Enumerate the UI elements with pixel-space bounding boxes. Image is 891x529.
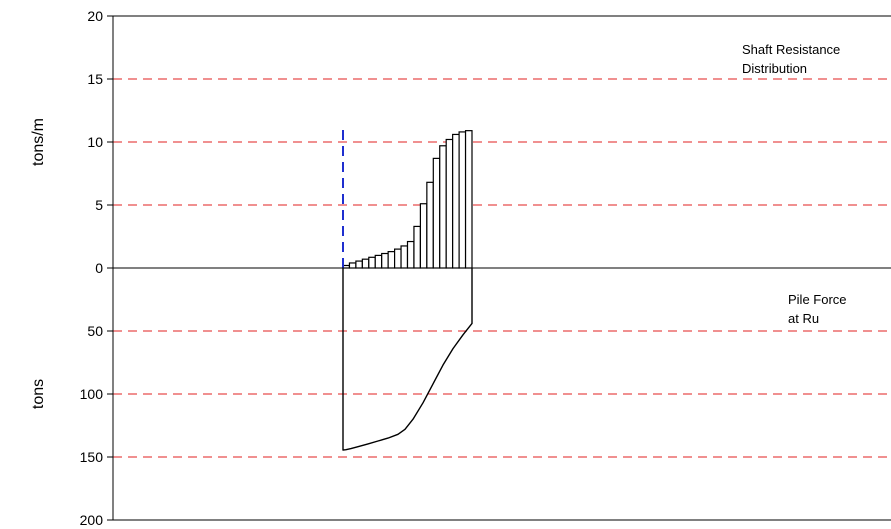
- y-axis-title-top: tons/m: [30, 118, 47, 166]
- tick-label-top-20: 20: [87, 8, 103, 24]
- shaft-bar-15: [432, 157, 441, 269]
- shaft-bar-3: [355, 260, 363, 269]
- annotation-pile-line1: Pile Force: [788, 292, 847, 307]
- shaft-bar-13: [419, 203, 428, 269]
- chart-marks: [342, 129, 473, 451]
- shaft-bar-4: [361, 258, 370, 269]
- shaft-bar-11: [406, 240, 415, 269]
- axes: [107, 15, 891, 521]
- tick-label-bottom-200: 200: [80, 512, 104, 528]
- shaft-bar-9: [394, 248, 402, 269]
- tick-label-top-10: 10: [87, 134, 103, 150]
- shaft-bar-14: [426, 181, 434, 269]
- annotation-shaft-line2: Distribution: [742, 61, 807, 76]
- shaft-bar-12: [413, 225, 422, 269]
- annotation-pile-line2: at Ru: [788, 311, 819, 326]
- shaft-bar-7: [381, 252, 389, 269]
- shaft-bar-10: [400, 245, 409, 269]
- tick-label-top-0: 0: [95, 260, 103, 276]
- annotation-shaft-line1: Shaft Resistance: [742, 42, 840, 57]
- shaft-bar-16: [439, 145, 447, 269]
- shaft-bar-20: [464, 130, 473, 269]
- shaft-bar-2: [348, 262, 357, 269]
- shaft-bar-18: [452, 133, 460, 269]
- shaft-bar-5: [368, 256, 376, 269]
- pile-force-curve: [342, 268, 473, 451]
- shaft-bar-17: [445, 138, 454, 269]
- y-axis-title-bottom: tons: [30, 379, 47, 409]
- grid-lines: [113, 78, 891, 458]
- tick-label-bottom-50: 50: [87, 323, 103, 339]
- tick-label-top-15: 15: [87, 71, 103, 87]
- tick-label-bottom-150: 150: [80, 449, 104, 465]
- y-tick-labels: 0 5 10 15 20 50 100 150 200: [80, 8, 104, 528]
- tick-label-bottom-100: 100: [80, 386, 104, 402]
- annotations: Shaft Resistance Distribution Pile Force…: [742, 42, 847, 326]
- tick-label-top-5: 5: [95, 197, 103, 213]
- shaft-bar-8: [387, 251, 396, 269]
- shaft-bar-19: [458, 131, 467, 269]
- shaft-bar-6: [374, 254, 383, 269]
